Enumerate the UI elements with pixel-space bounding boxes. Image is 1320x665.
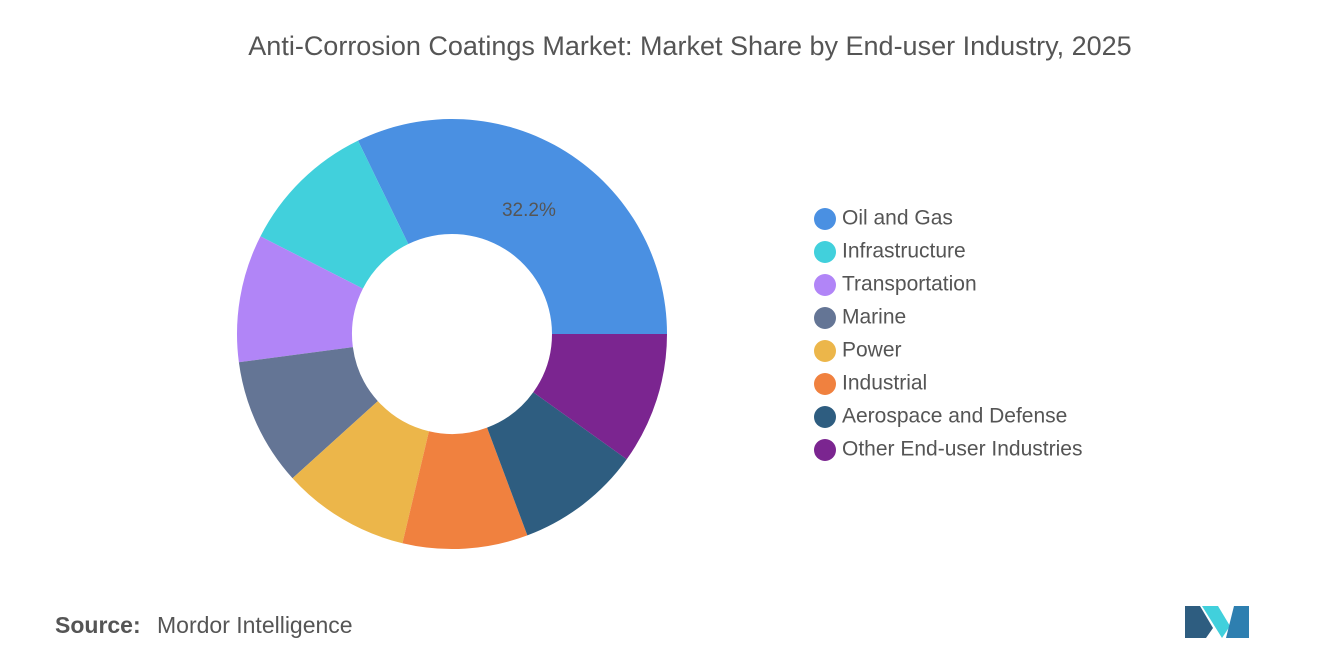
logo-part	[1226, 606, 1249, 638]
chart-title: Anti-Corrosion Coatings Market: Market S…	[248, 31, 1131, 61]
legend-marker	[814, 307, 836, 329]
legend-label: Industrial	[842, 372, 927, 395]
donut-segment	[402, 427, 528, 550]
legend-label: Other End-user Industries	[842, 438, 1082, 461]
source-label: Source:	[55, 612, 141, 638]
source: Mordor Intelligence	[157, 612, 353, 638]
donut-segment	[292, 401, 429, 544]
legend-label: Marine	[842, 306, 906, 329]
donut-segment	[358, 118, 667, 334]
legend-marker	[814, 340, 836, 362]
legend-label: Power	[842, 339, 902, 362]
legend-marker	[814, 274, 836, 296]
donut-segment	[260, 140, 409, 289]
logo-part	[1185, 606, 1213, 638]
donut-segment	[487, 392, 627, 536]
logo	[1185, 606, 1249, 638]
donut-segment	[237, 236, 363, 363]
legend-label: Oil and Gas	[842, 207, 953, 230]
legend-marker	[814, 373, 836, 395]
legend-label: Aerospace and Defense	[842, 405, 1067, 428]
legend-marker	[814, 241, 836, 263]
legend-marker	[814, 439, 836, 461]
legend-label: Transportation	[842, 273, 977, 296]
legend-marker	[814, 208, 836, 230]
donut-segment	[238, 347, 378, 479]
logo-part	[1202, 606, 1230, 638]
legend-label: Infrastructure	[842, 240, 966, 263]
legend-marker	[814, 406, 836, 428]
data-label: 32.2%	[502, 200, 556, 221]
donut-segment	[533, 334, 667, 460]
